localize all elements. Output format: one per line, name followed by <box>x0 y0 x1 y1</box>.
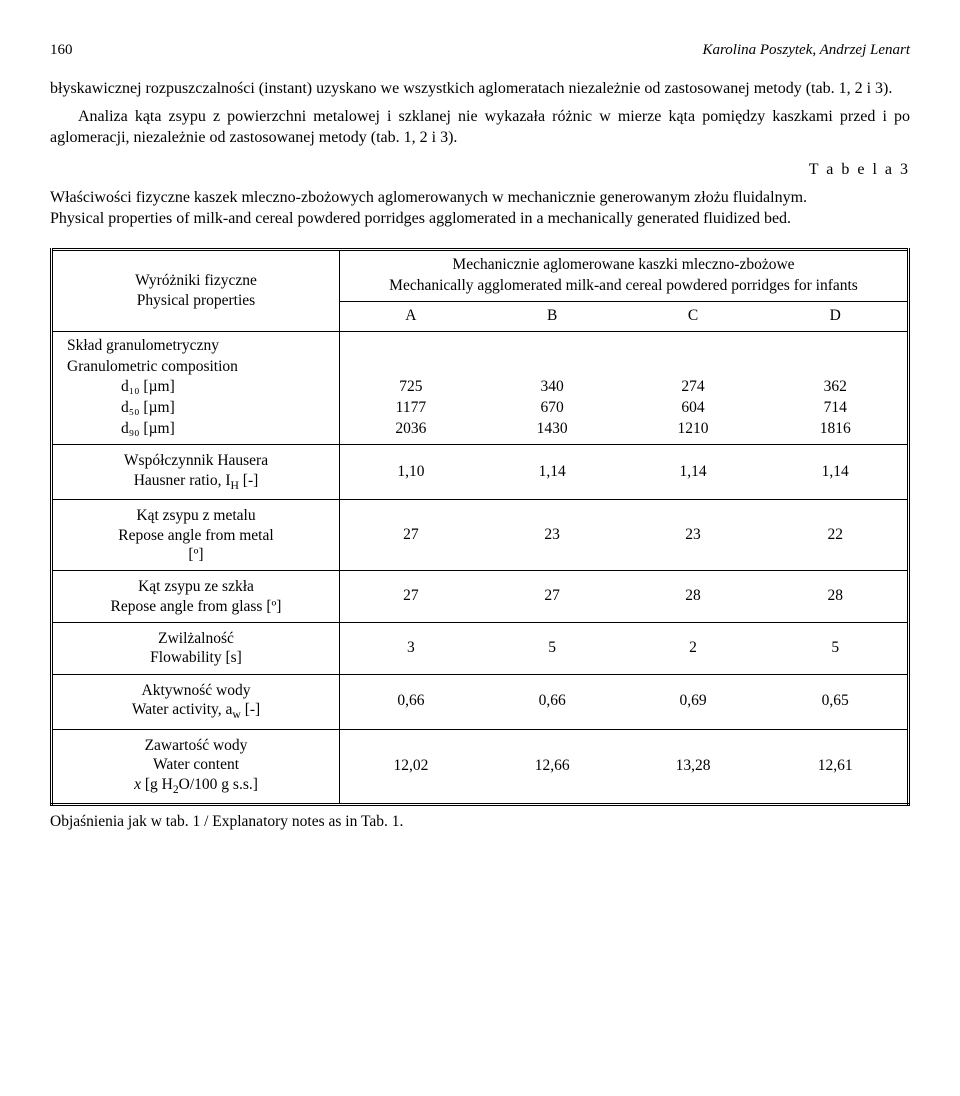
glass-d: 28 <box>763 571 908 623</box>
row-metal-en: Repose angle from metal <box>118 527 273 544</box>
flow-d: 5 <box>763 623 908 675</box>
col-d: D <box>763 301 908 331</box>
hausner-b: 1,14 <box>482 445 623 500</box>
d50-d: 714 <box>824 399 847 416</box>
granulo-labels: Skład granulometryczny Granulometric com… <box>52 331 340 445</box>
table-label: T a b e l a 3 <box>50 159 910 181</box>
row-hausner-label: Współczynnik Hausera Hausner ratio, IH [… <box>52 445 340 500</box>
stub-header: Wyróżniki fizyczne Physical properties <box>52 249 340 331</box>
flow-c: 2 <box>623 623 764 675</box>
aw-d: 0,65 <box>763 674 908 729</box>
d10-b: 340 <box>541 378 564 395</box>
d90-b: 1430 <box>537 420 568 437</box>
header-authors: Karolina Poszytek, Andrzej Lenart <box>703 40 911 60</box>
glass-c: 28 <box>623 571 764 623</box>
d90-a: 2036 <box>395 420 426 437</box>
d90-label: d₉₀ [µm] <box>67 419 175 440</box>
d90-c: 1210 <box>678 420 709 437</box>
granulo-col-d: 362 714 1816 <box>763 331 908 445</box>
paragraph-1: błyskawicznej rozpuszczalności (instant)… <box>50 78 910 100</box>
row-glass-label: Kąt zsypu ze szkła Repose angle from gla… <box>52 571 340 623</box>
granulo-title-pl: Skład granulometryczny <box>67 337 219 354</box>
row-aw-pl: Aktywność wody <box>142 682 251 699</box>
group-header: Mechanicznie aglomerowane kaszki mleczno… <box>340 249 909 301</box>
d10-a: 725 <box>399 378 422 395</box>
group-header-en: Mechanically agglomerated milk-and cerea… <box>389 277 858 294</box>
flow-a: 3 <box>340 623 482 675</box>
d50-a: 1177 <box>396 399 426 416</box>
row-water-en: Water content <box>153 756 239 773</box>
d90-d: 1816 <box>820 420 851 437</box>
stub-header-en: Physical properties <box>137 292 255 309</box>
hausner-c: 1,14 <box>623 445 764 500</box>
caption-pl: Właściwości fizyczne kaszek mleczno-zboż… <box>50 189 807 206</box>
glass-b: 27 <box>482 571 623 623</box>
metal-c: 23 <box>623 500 764 571</box>
hausner-a: 1,10 <box>340 445 482 500</box>
row-metal-label: Kąt zsypu z metalu Repose angle from met… <box>52 500 340 571</box>
granulo-col-b: 340 670 1430 <box>482 331 623 445</box>
d10-c: 274 <box>681 378 704 395</box>
granulo-title-en: Granulometric composition <box>67 358 238 375</box>
metal-b: 23 <box>482 500 623 571</box>
row-metal-pl: Kąt zsypu z metalu <box>136 507 255 524</box>
d50-label: d₅₀ [µm] <box>67 398 175 419</box>
d50-b: 670 <box>541 399 564 416</box>
granulo-col-a: 725 1177 2036 <box>340 331 482 445</box>
metal-a: 27 <box>340 500 482 571</box>
water-d: 12,61 <box>763 729 908 804</box>
row-water-label: Zawartość wody Water content x [g H2O/10… <box>52 729 340 804</box>
col-a: A <box>340 301 482 331</box>
row-hausner-pl: Współczynnik Hausera <box>124 452 268 469</box>
caption-en: Physical properties of milk-and cereal p… <box>50 210 791 227</box>
d10-label: d₁₀ [µm] <box>67 377 175 398</box>
row-metal-unit: [º] <box>188 546 203 563</box>
row-flow-pl: Zwilżalność <box>158 630 234 647</box>
aw-a: 0,66 <box>340 674 482 729</box>
col-c: C <box>623 301 764 331</box>
row-water-pl: Zawartość wody <box>145 737 248 754</box>
glass-a: 27 <box>340 571 482 623</box>
col-b: B <box>482 301 623 331</box>
row-flow-en: Flowability [s] <box>150 649 242 666</box>
group-header-pl: Mechanicznie aglomerowane kaszki mleczno… <box>452 256 794 273</box>
running-header: 160 Karolina Poszytek, Andrzej Lenart <box>50 40 910 60</box>
row-glass-en: Repose angle from glass [º] <box>111 598 282 615</box>
row-aw-label: Aktywność wody Water activity, aw [-] <box>52 674 340 729</box>
water-c: 13,28 <box>623 729 764 804</box>
aw-c: 0,69 <box>623 674 764 729</box>
page-number: 160 <box>50 40 73 60</box>
properties-table: Wyróżniki fizyczne Physical properties M… <box>50 248 910 806</box>
aw-b: 0,66 <box>482 674 623 729</box>
hausner-d: 1,14 <box>763 445 908 500</box>
metal-d: 22 <box>763 500 908 571</box>
row-flow-label: Zwilżalność Flowability [s] <box>52 623 340 675</box>
table-footnote: Objaśnienia jak w tab. 1 / Explanatory n… <box>50 812 910 833</box>
water-b: 12,66 <box>482 729 623 804</box>
water-a: 12,02 <box>340 729 482 804</box>
paragraph-2: Analiza kąta zsypu z powierzchni metalow… <box>50 106 910 149</box>
flow-b: 5 <box>482 623 623 675</box>
stub-header-pl: Wyróżniki fizyczne <box>135 272 257 289</box>
row-glass-pl: Kąt zsypu ze szkła <box>138 578 254 595</box>
table-caption: Właściwości fizyczne kaszek mleczno-zboż… <box>50 187 910 230</box>
d10-d: 362 <box>824 378 847 395</box>
granulo-col-c: 274 604 1210 <box>623 331 764 445</box>
d50-c: 604 <box>681 399 704 416</box>
